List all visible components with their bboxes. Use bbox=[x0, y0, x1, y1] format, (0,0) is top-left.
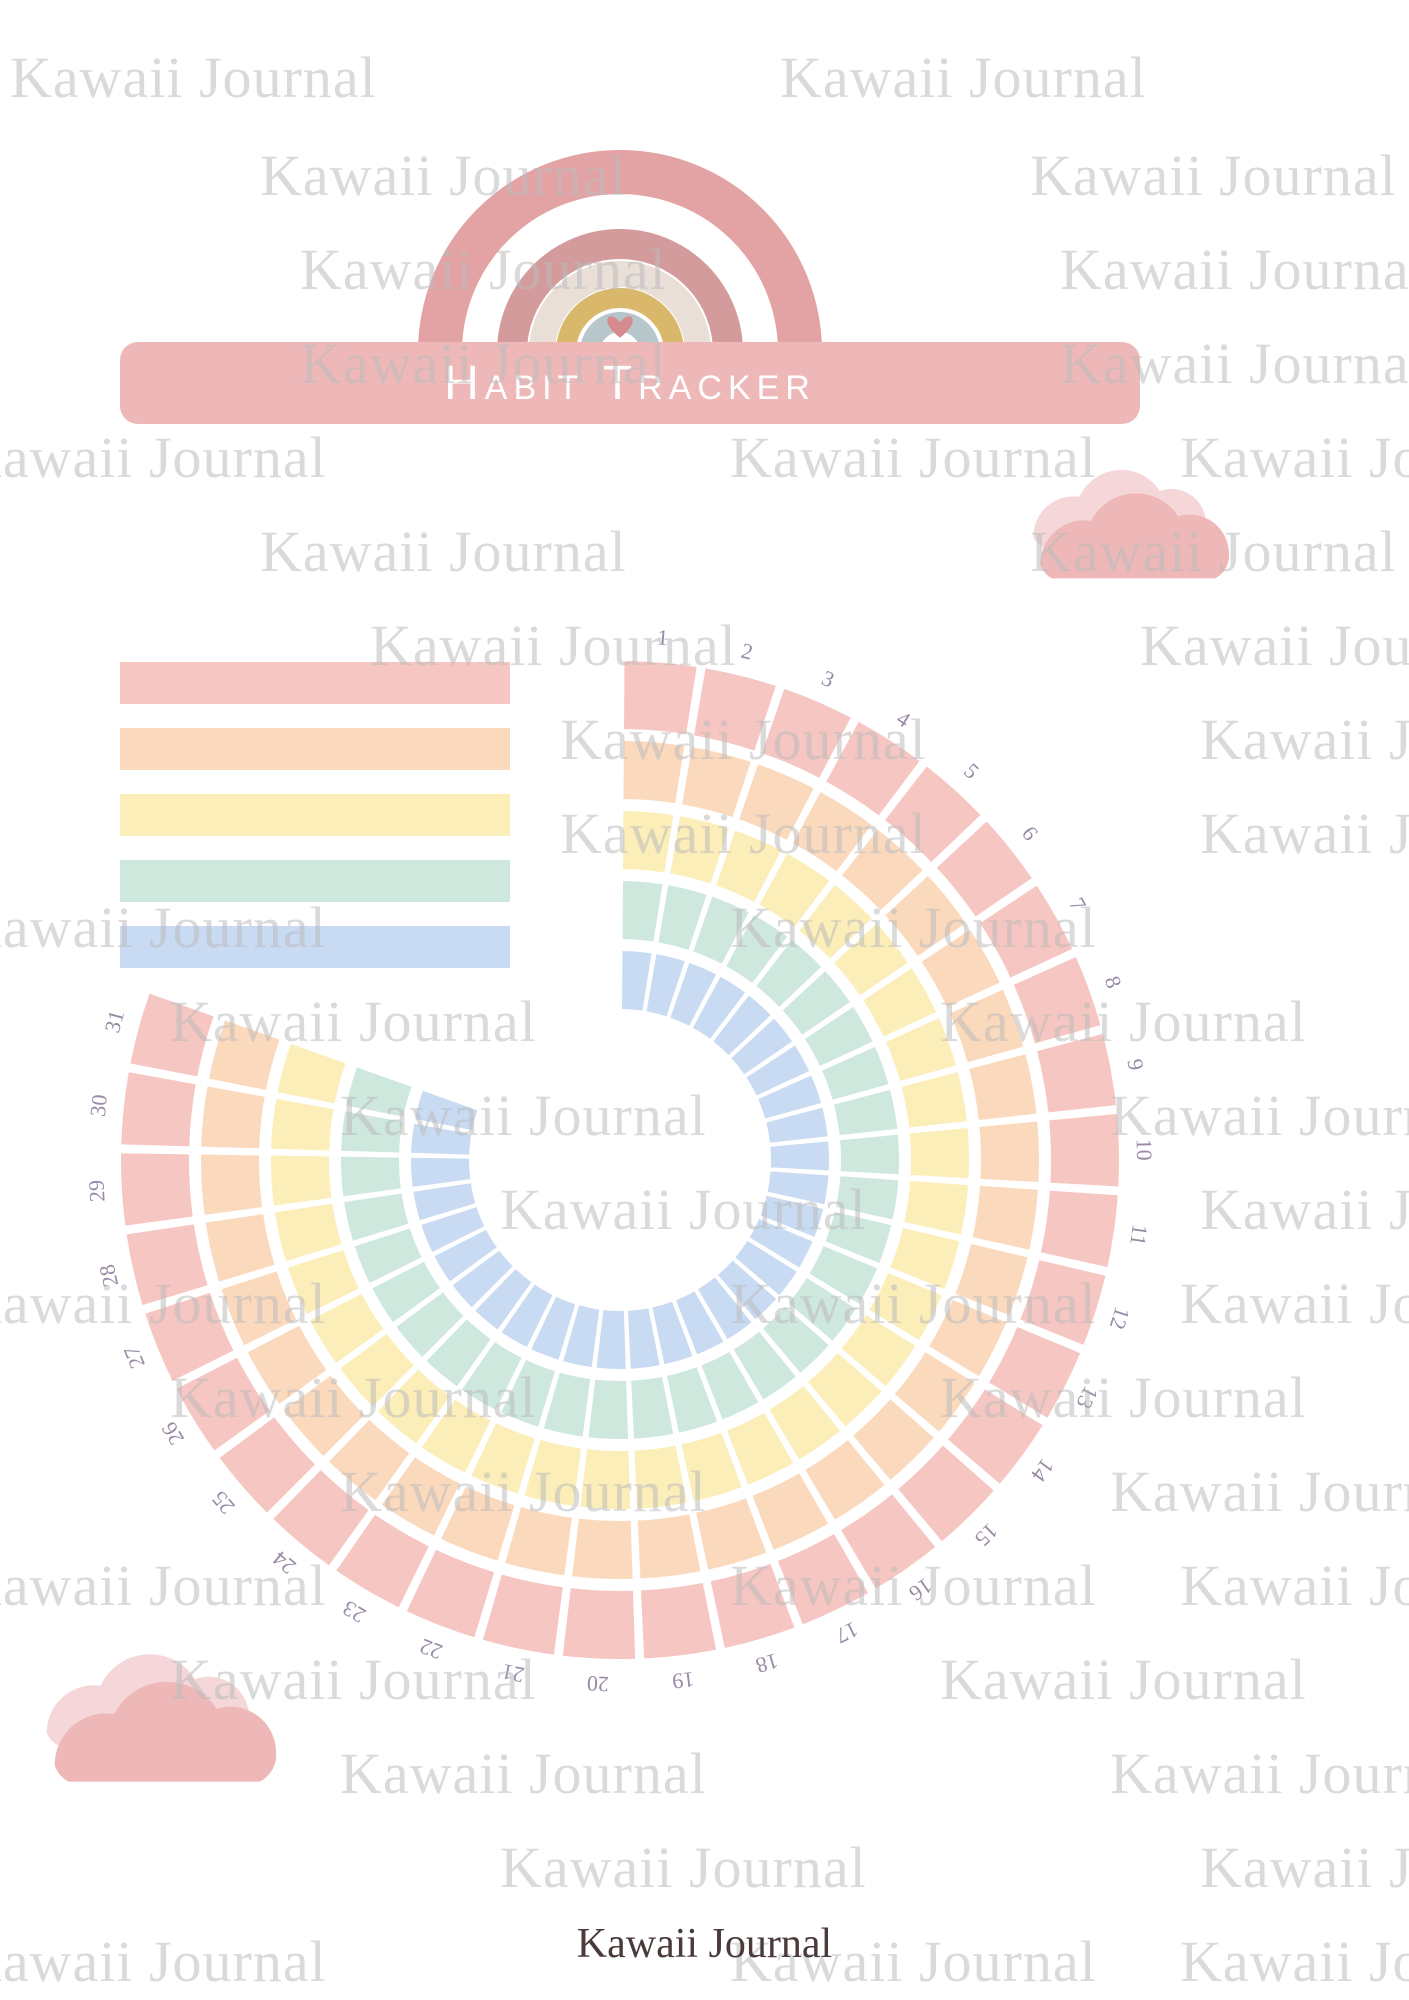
tracker-cell[interactable] bbox=[903, 1180, 969, 1236]
tracker-cell[interactable] bbox=[276, 1043, 346, 1105]
brand-footer: Kawaii Journal bbox=[0, 1920, 1409, 1968]
day-number: 25 bbox=[206, 1486, 239, 1519]
habit-legend-habit-1[interactable] bbox=[120, 662, 510, 704]
habit-tracker-chart: 1234567891011121314151617181920212223242… bbox=[0, 0, 1409, 2000]
tracker-cell[interactable] bbox=[839, 1134, 900, 1176]
habit-legend-habit-2[interactable] bbox=[120, 728, 510, 770]
day-number: 29 bbox=[83, 1179, 109, 1202]
day-number: 18 bbox=[753, 1648, 781, 1678]
habit-legend-habit-3[interactable] bbox=[120, 794, 510, 836]
tracker-cell[interactable] bbox=[622, 880, 664, 943]
day-number: 11 bbox=[1125, 1223, 1153, 1248]
day-number: 30 bbox=[85, 1093, 112, 1117]
tracker-cell[interactable] bbox=[125, 1223, 208, 1306]
day-number: 3 bbox=[818, 665, 838, 692]
day-number: 21 bbox=[500, 1659, 527, 1688]
tracker-cell[interactable] bbox=[562, 1587, 637, 1660]
tracker-cell[interactable] bbox=[270, 1098, 334, 1152]
day-number: 8 bbox=[1100, 973, 1127, 992]
day-number: 24 bbox=[268, 1546, 301, 1579]
tracker-cell[interactable] bbox=[978, 1120, 1040, 1183]
tracker-cell[interactable] bbox=[345, 1066, 413, 1118]
tracker-cell[interactable] bbox=[129, 992, 215, 1077]
tracker-cell[interactable] bbox=[587, 1378, 629, 1440]
tracker-cell[interactable] bbox=[1040, 1190, 1119, 1269]
tracker-cell[interactable] bbox=[482, 1573, 564, 1655]
tracker-cell[interactable] bbox=[637, 1513, 702, 1579]
day-number: 6 bbox=[1017, 821, 1043, 845]
tracker-cell[interactable] bbox=[200, 1085, 266, 1149]
tracker-cell[interactable] bbox=[623, 660, 698, 735]
tracker-cell[interactable] bbox=[120, 1152, 194, 1226]
habit-legend-habit-5[interactable] bbox=[120, 926, 510, 968]
tracker-cell[interactable] bbox=[971, 1185, 1039, 1251]
tracker-cell[interactable] bbox=[208, 1019, 281, 1091]
day-number: 26 bbox=[156, 1418, 189, 1450]
day-number: 5 bbox=[959, 758, 984, 784]
tracker-cell[interactable] bbox=[640, 1582, 717, 1660]
tracker-cell[interactable] bbox=[120, 1071, 197, 1147]
day-number: 16 bbox=[905, 1573, 937, 1606]
day-number: 23 bbox=[338, 1596, 370, 1629]
tracker-cell[interactable] bbox=[622, 810, 674, 874]
day-number: 4 bbox=[892, 705, 915, 732]
tracker-cell[interactable] bbox=[504, 1506, 573, 1576]
day-number: 9 bbox=[1122, 1057, 1149, 1072]
day-number: 19 bbox=[671, 1667, 696, 1694]
tracker-cell[interactable] bbox=[1048, 1113, 1120, 1188]
habit-tracker-page: { "title": "Habit Tracker", "watermark_t… bbox=[0, 0, 1409, 2000]
day-number: 2 bbox=[739, 638, 756, 665]
day-number: 28 bbox=[94, 1262, 123, 1289]
day-number: 10 bbox=[1132, 1138, 1157, 1160]
tracker-cell[interactable] bbox=[633, 1444, 688, 1509]
tracker-cell[interactable] bbox=[270, 1155, 333, 1207]
tracker-cell[interactable] bbox=[769, 1140, 830, 1171]
tracker-cell[interactable] bbox=[579, 1448, 631, 1510]
day-number: 14 bbox=[1026, 1454, 1059, 1487]
habit-legend-habit-4[interactable] bbox=[120, 860, 510, 902]
tracker-cell[interactable] bbox=[968, 1053, 1037, 1121]
day-number: 20 bbox=[586, 1671, 609, 1697]
tracker-cell[interactable] bbox=[693, 667, 777, 752]
day-number: 17 bbox=[832, 1617, 863, 1649]
brand-footer-text: Kawaii Journal bbox=[577, 1921, 832, 1967]
tracker-cell[interactable] bbox=[571, 1518, 634, 1580]
day-number: 27 bbox=[118, 1342, 149, 1372]
day-number: 1 bbox=[656, 624, 669, 650]
day-number: 15 bbox=[970, 1518, 1003, 1551]
tracker-cell[interactable] bbox=[596, 1309, 627, 1370]
tracker-cell[interactable] bbox=[1036, 1033, 1117, 1114]
day-number: 7 bbox=[1064, 893, 1091, 915]
tracker-cell[interactable] bbox=[200, 1153, 263, 1216]
day-number: 13 bbox=[1071, 1382, 1103, 1413]
day-number: 22 bbox=[416, 1634, 446, 1665]
day-number: 31 bbox=[99, 1007, 129, 1035]
tracker-cell[interactable] bbox=[340, 1156, 402, 1198]
tracker-cell[interactable] bbox=[623, 740, 686, 804]
tracker-cell[interactable] bbox=[909, 1127, 970, 1179]
tracker-cell[interactable] bbox=[205, 1213, 276, 1283]
day-number: 12 bbox=[1105, 1304, 1135, 1333]
